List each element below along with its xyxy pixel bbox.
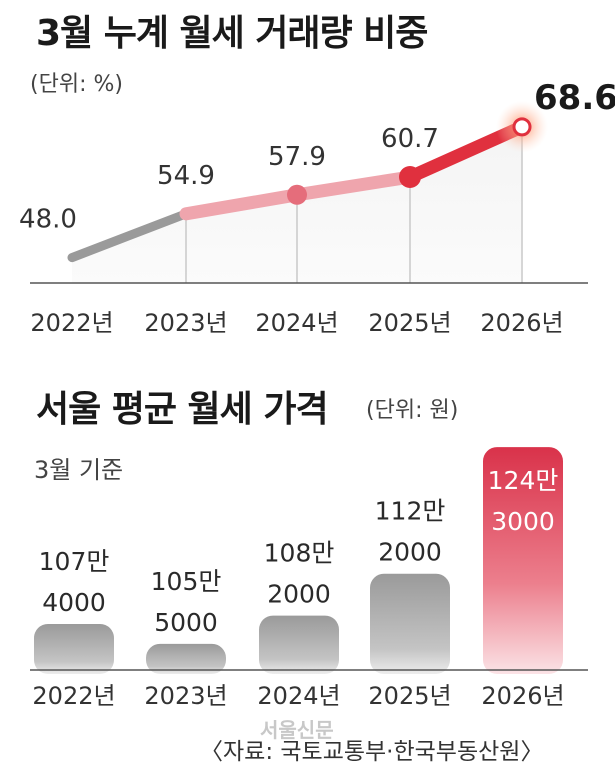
bar-value-label-bottom: 5000: [154, 608, 218, 637]
bar: [34, 623, 114, 674]
bar-value-label-bottom: 4000: [42, 588, 106, 617]
bar-chart-subtitle: 3월 기준: [34, 456, 124, 484]
bar: [483, 447, 563, 674]
bar-value-label-top: 124만: [488, 466, 559, 495]
bar-x-tick-label: 2026년: [481, 682, 564, 710]
bar: [370, 573, 450, 674]
line-segment: [290, 170, 417, 202]
line-x-tick-label: 2026년: [480, 309, 563, 337]
line-chart-title: 3월 누계 월세 거래량 비중: [36, 13, 428, 54]
bar-chart-unit: (단위: 원): [366, 398, 459, 423]
bar-value-label-top: 105만: [151, 567, 222, 596]
line-segment: [179, 188, 304, 221]
bar-chart-title: 서울 평균 월세 가격: [36, 389, 329, 430]
line-segment: [67, 209, 191, 263]
bar-value-label-bottom: 2000: [267, 580, 331, 609]
source-note: 〈자료: 국토교통부·한국부동산원〉: [200, 739, 544, 765]
line-point: [287, 184, 307, 205]
bar-value-label-top: 107만: [39, 547, 110, 576]
line-value-label: 54.9: [157, 161, 215, 191]
bar-value-label-bottom: 3000: [491, 507, 555, 536]
line-x-tick-label: 2022년: [30, 309, 113, 337]
line-point: [512, 117, 532, 137]
line-value-label: 48.0: [19, 205, 77, 235]
line-value-label: 68.6: [534, 78, 615, 118]
bar-value-label-bottom: 2000: [378, 538, 442, 567]
bar-value-label-top: 112만: [375, 497, 446, 526]
bar-x-tick-label: 2022년: [32, 682, 115, 710]
line-x-tick-label: 2024년: [255, 309, 338, 337]
line-chart-unit: (단위: %): [30, 72, 123, 97]
bar: [259, 615, 339, 674]
bar-x-tick-label: 2023년: [144, 682, 227, 710]
line-value-label: 57.9: [268, 142, 326, 172]
bar-x-tick-label: 2025년: [368, 682, 451, 710]
bar-chart: 107만 4000 105만 5000 108만 2000 112만 2000 124만 3000…: [30, 447, 588, 710]
line-x-tick-label: 2025년: [368, 309, 451, 337]
line-point: [399, 166, 421, 189]
line-x-tick-label: 2023년: [144, 309, 227, 337]
bar: [146, 643, 226, 674]
line-value-label: 60.7: [381, 124, 439, 154]
line-chart: 48.0 54.9 57.9 60.7 68.6 2022년 2023년 2024년 2025…: [19, 78, 615, 337]
bar-value-label-top: 108만: [264, 539, 335, 568]
bar-x-tick-label: 2024년: [257, 682, 340, 710]
watermark-logo: 서울신문: [260, 718, 334, 742]
